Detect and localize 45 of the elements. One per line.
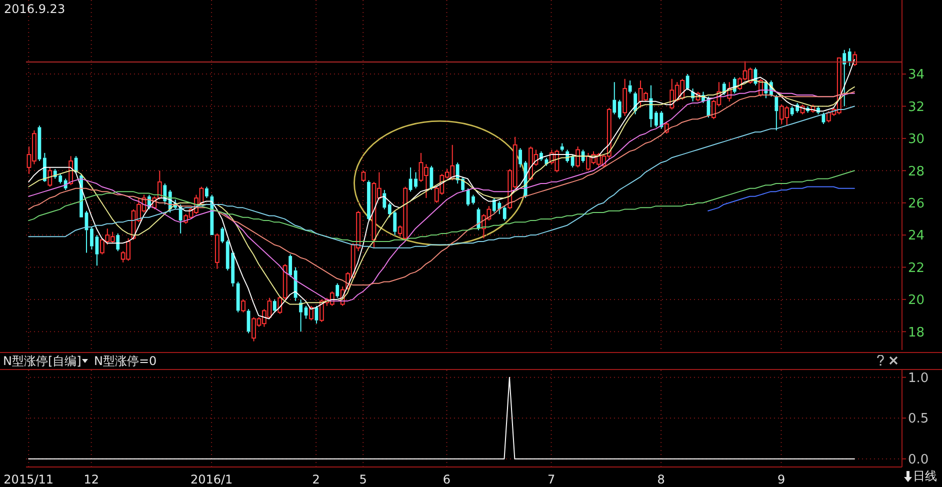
- text: N型涨停=0: [94, 354, 157, 368]
- x-tick-label: 8: [657, 472, 665, 487]
- x-tick-label: 2015/11: [4, 472, 54, 487]
- candlestick: [628, 80, 632, 94]
- candlestick: [842, 49, 846, 107]
- y-tick-label: 0.5: [908, 412, 929, 427]
- x-tick-label: 2: [312, 472, 320, 487]
- line-series: [28, 170, 855, 242]
- candlestick: [618, 99, 622, 120]
- y-tick-label: 20: [908, 293, 925, 308]
- y-tick-label: 28: [908, 164, 925, 180]
- x-tick-label: 6: [442, 472, 451, 487]
- chart-title: N型涨停[自编]: [3, 354, 82, 368]
- x-tick-label: 7: [547, 472, 556, 487]
- candlestick: [205, 186, 208, 199]
- candlestick: [116, 232, 120, 252]
- y-tick-label: 34: [908, 68, 925, 83]
- candlestick: [622, 78, 628, 116]
- x-tick-label: 12: [84, 472, 99, 487]
- y-tick-label: 22: [908, 260, 925, 276]
- candlestick: [299, 298, 302, 332]
- chart-title: 2016.9.23: [4, 2, 66, 16]
- y-tick-label: 18: [908, 325, 925, 340]
- x-tick-label: 5: [359, 472, 367, 487]
- candlestick: [518, 148, 522, 168]
- candlestick: [336, 282, 340, 298]
- candlestick: [236, 281, 240, 313]
- line-series: [708, 186, 855, 212]
- y-tick-label: 26: [908, 196, 925, 212]
- candlestick: [560, 142, 564, 152]
- x-tick-label: 9: [777, 472, 786, 487]
- line-series: [28, 106, 855, 248]
- y-tick-label: 1.0: [908, 370, 929, 386]
- candlestick: [42, 152, 46, 182]
- y-tick-label: 24: [908, 228, 925, 244]
- candlestick: [612, 82, 616, 115]
- candlestick: [472, 194, 475, 205]
- candlestick: [382, 189, 386, 210]
- candlestick: [220, 226, 224, 244]
- y-tick-label: 32: [908, 100, 925, 115]
- y-tick-label: 0.0: [908, 452, 929, 468]
- y-tick-label: 30: [908, 132, 925, 148]
- text: 日线: [913, 469, 937, 483]
- candlestick: [294, 266, 298, 302]
- x-tick-label: 2016/1: [190, 472, 233, 487]
